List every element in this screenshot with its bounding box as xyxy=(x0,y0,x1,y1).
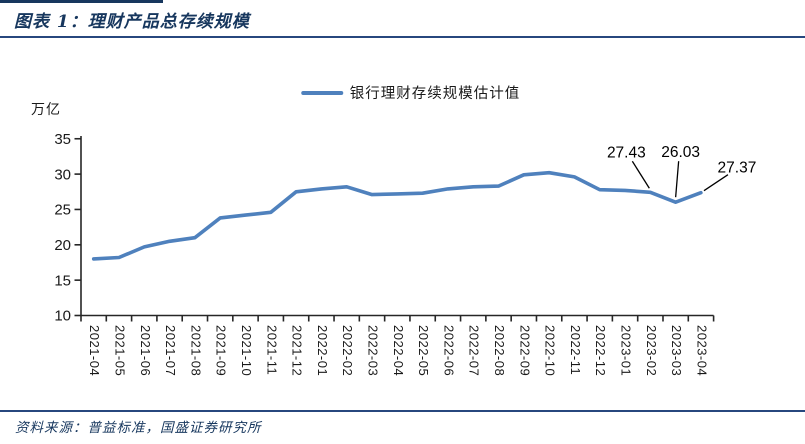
x-axis-label: 2022-05 xyxy=(416,325,431,376)
x-axis-label: 2021-07 xyxy=(163,325,178,376)
x-axis-label: 2021-04 xyxy=(87,325,102,376)
annotation-label: 26.03 xyxy=(661,144,700,161)
chart-legend: 银行理财存续规模估计值 xyxy=(300,82,521,103)
x-axis-label: 2022-01 xyxy=(315,325,330,376)
legend-label: 银行理财存续规模估计值 xyxy=(349,86,521,102)
annotation-label: 27.43 xyxy=(607,144,646,161)
x-axis-label: 2022-04 xyxy=(391,325,406,376)
y-axis-tick-label: 30 xyxy=(54,166,71,183)
x-axis-label: 2023-02 xyxy=(644,325,659,376)
annotation-leader-line xyxy=(631,160,650,189)
x-axis-label: 2023-01 xyxy=(619,325,634,376)
x-axis-label: 2022-08 xyxy=(492,325,507,376)
y-axis-tick-label: 25 xyxy=(54,202,71,219)
x-axis-label: 2021-10 xyxy=(239,325,254,376)
x-axis-label: 2023-04 xyxy=(694,325,709,376)
x-axis-label: 2022-11 xyxy=(568,325,583,375)
y-axis-tick-label: 15 xyxy=(54,272,71,289)
annotation-label: 27.37 xyxy=(718,160,757,177)
x-axis-label: 2022-03 xyxy=(365,325,380,376)
series-line xyxy=(91,170,703,261)
source-note: 资料来源：普益标准，国盛证券研究所 xyxy=(15,420,262,436)
x-axis-label: 2021-11 xyxy=(264,325,279,375)
annotation-leader-line xyxy=(703,174,729,192)
top-accent-bar xyxy=(0,0,163,3)
x-axis-label: 2021-09 xyxy=(214,325,229,376)
y-axis-tick-label: 35 xyxy=(54,131,71,148)
y-axis-unit-label: 万亿 xyxy=(31,102,61,118)
footer-divider-line xyxy=(0,410,805,412)
title-divider-line xyxy=(0,36,805,38)
y-axis-tick-label: 20 xyxy=(54,237,71,254)
x-axis-label: 2022-10 xyxy=(543,325,558,376)
x-axis-label: 2022-07 xyxy=(467,325,482,376)
x-axis-label: 2021-05 xyxy=(112,325,127,376)
x-axis-label: 2022-02 xyxy=(340,325,355,376)
x-axis-label: 2021-06 xyxy=(138,325,153,376)
x-axis-label: 2021-08 xyxy=(188,325,203,376)
x-axis-label: 2021-12 xyxy=(290,325,305,376)
figure-title: 图表 1：理财产品总存续规模 xyxy=(14,12,250,32)
y-axis-tick-label: 10 xyxy=(54,308,71,325)
x-axis-label: 2022-09 xyxy=(517,325,532,376)
annotation-leader-line xyxy=(674,161,680,198)
legend-line-swatch xyxy=(300,90,343,95)
x-axis-label: 2022-12 xyxy=(593,325,608,376)
x-axis-label: 2022-06 xyxy=(441,325,456,376)
x-axis-label: 2023-03 xyxy=(669,325,684,376)
